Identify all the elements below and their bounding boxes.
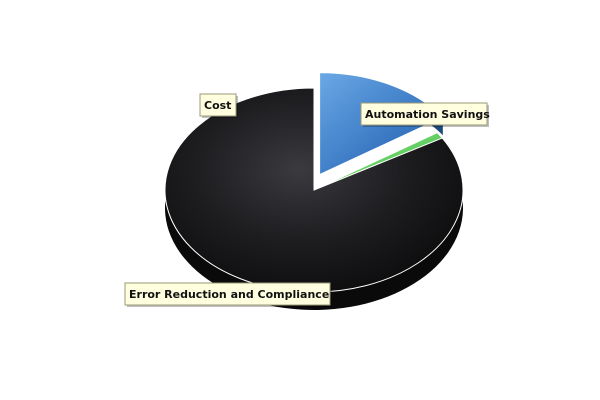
label-layer: Automation Savings Cost Error Reduction an… [124, 93, 490, 307]
slice-label-text: Error Reduction and Compliance [129, 288, 329, 301]
slice-label-box [124, 282, 331, 306]
slice-label-cost: Cost [199, 93, 238, 118]
slice-label-box [199, 93, 237, 117]
slice-label-automation-savings: Automation Savings [360, 102, 490, 127]
slice-label-text: Cost [204, 99, 231, 112]
slice-label-box [360, 102, 488, 126]
pie-slice-error-reduction-and-compliance[interactable] [164, 87, 464, 293]
slice-label-text: Automation Savings [365, 108, 490, 121]
slice-label-error-reduction-and-compliance: Error Reduction and Compliance [124, 282, 332, 307]
